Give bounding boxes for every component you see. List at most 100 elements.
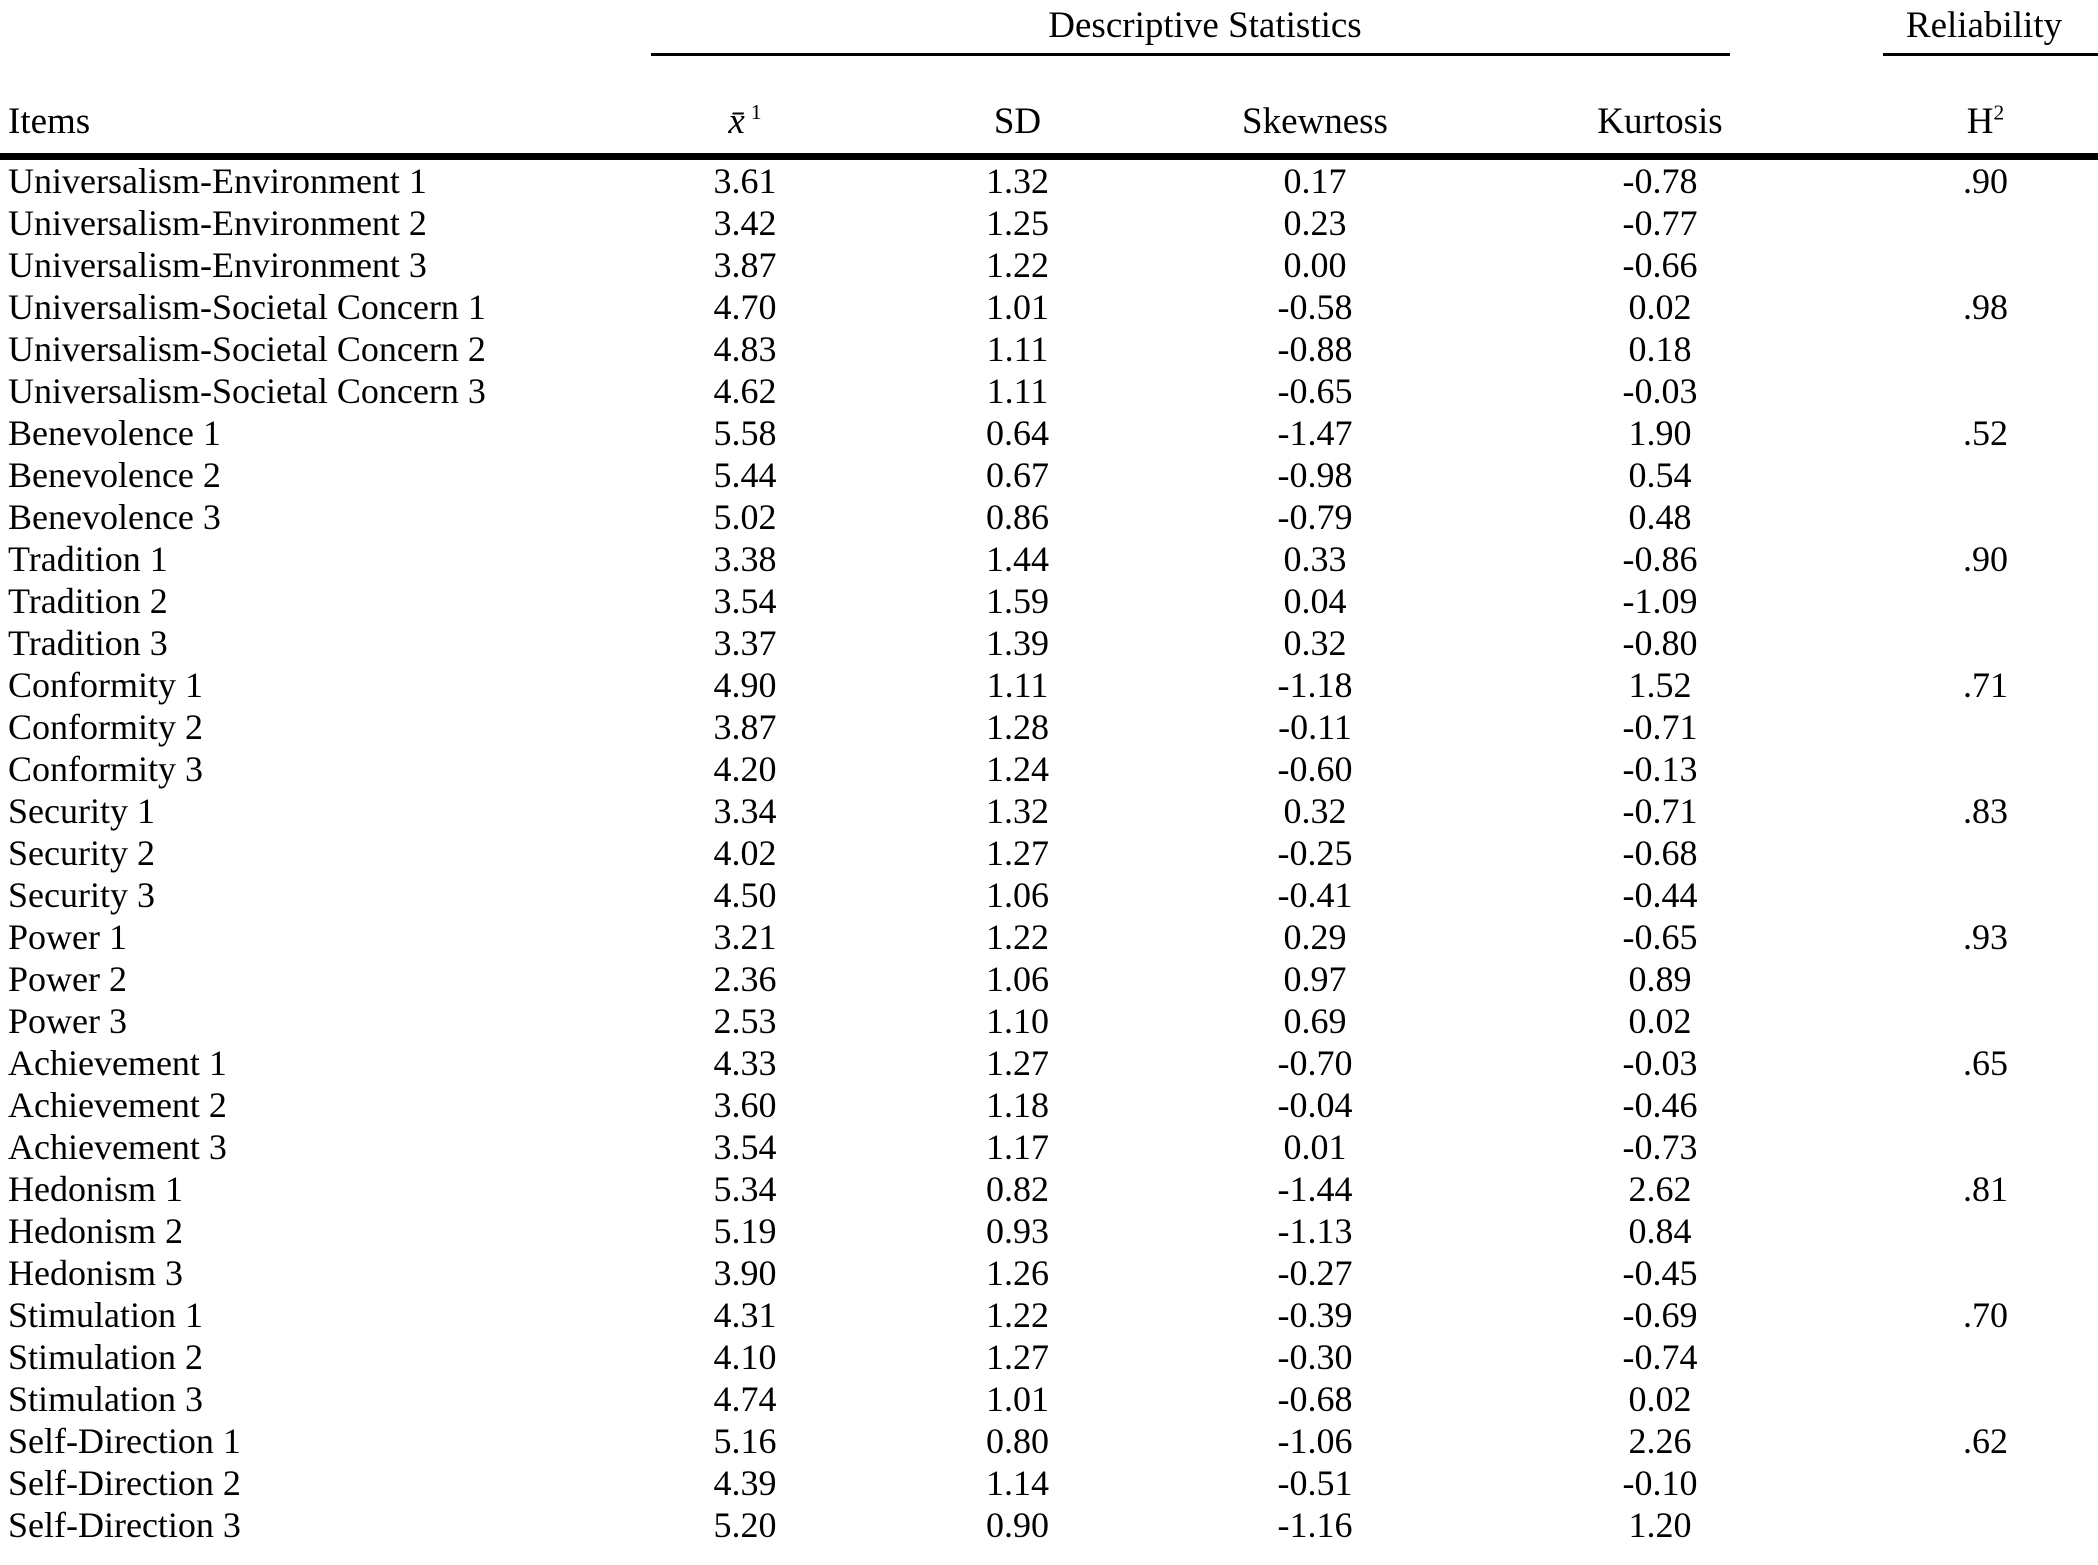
- cell-kurtosis: -0.13: [1622, 748, 1698, 789]
- cell-skewness: 0.17: [1283, 160, 1347, 201]
- cell-skewness: -0.11: [1278, 706, 1352, 747]
- cell-kurtosis: -0.71: [1622, 790, 1698, 831]
- cell-h2: [1795, 958, 2098, 1000]
- cell-h2: [1795, 1210, 2098, 1252]
- cell-h2: .81: [1963, 1168, 2008, 1209]
- cell-kurtosis: 2.62: [1628, 1168, 1692, 1209]
- cell-mean: 3.90: [713, 1252, 777, 1293]
- cell-kurtosis: -1.09: [1622, 580, 1698, 621]
- cell-mean: 5.19: [713, 1210, 777, 1251]
- cell-skewness: 0.32: [1283, 790, 1347, 831]
- cell-item: Conformity 2: [8, 706, 203, 747]
- cell-item: Stimulation 2: [8, 1336, 204, 1377]
- table-row: Security 2 4.02 1.27 -0.25 -0.68: [0, 832, 2098, 874]
- table-row: Tradition 1 3.38 1.44 0.33 -0.86 .90: [0, 538, 2098, 580]
- reliability-rule: [1883, 53, 2098, 56]
- cell-mean: 3.34: [713, 790, 777, 831]
- cell-item: Power 1: [8, 916, 127, 957]
- cell-h2: .98: [1963, 286, 2008, 327]
- cell-item: Security 2: [8, 832, 155, 873]
- cell-skewness: 0.04: [1283, 580, 1347, 621]
- cell-mean: 4.31: [713, 1294, 777, 1335]
- cell-mean: 4.50: [713, 874, 777, 915]
- cell-kurtosis: -0.44: [1622, 874, 1698, 915]
- cell-sd: 0.64: [986, 412, 1049, 453]
- cell-kurtosis: 0.89: [1628, 958, 1692, 999]
- cell-skewness: -0.04: [1277, 1084, 1353, 1125]
- cell-mean: 4.70: [713, 286, 777, 327]
- cell-mean: 4.83: [713, 328, 777, 369]
- cell-item: Universalism-Environment 3: [8, 244, 427, 285]
- cell-item: Self-Direction 3: [8, 1504, 241, 1545]
- cell-h2: [1795, 1336, 2098, 1378]
- cell-kurtosis: 0.02: [1628, 1378, 1692, 1419]
- cell-sd: 1.06: [986, 874, 1049, 915]
- table-row: Universalism-Environment 1 3.61 1.32 0.17 -0…: [0, 156, 2098, 202]
- cell-skewness: 0.69: [1283, 1000, 1347, 1041]
- cell-h2: [1795, 370, 2098, 412]
- cell-item: Benevolence 2: [8, 454, 221, 495]
- cell-item: Tradition 1: [8, 538, 168, 579]
- cell-item: Self-Direction 2: [8, 1462, 241, 1503]
- table-row: Universalism-Environment 3 3.87 1.22 0.00 -0…: [0, 244, 2098, 286]
- cell-h2: [1795, 1462, 2098, 1504]
- cell-skewness: -1.44: [1277, 1168, 1353, 1209]
- cell-skewness: -1.18: [1277, 664, 1353, 705]
- cell-skewness: -0.60: [1277, 748, 1353, 789]
- cell-h2: .70: [1963, 1294, 2008, 1335]
- cell-sd: 1.25: [986, 202, 1049, 243]
- cell-kurtosis: -0.03: [1622, 370, 1698, 411]
- cell-item: Power 3: [8, 1000, 127, 1041]
- cell-h2: [1795, 1126, 2098, 1168]
- cell-h2: .52: [1963, 412, 2008, 453]
- cell-mean: 5.16: [713, 1420, 777, 1461]
- cell-h2: [1795, 202, 2098, 244]
- cell-mean: 3.87: [713, 244, 777, 285]
- cell-kurtosis: -0.77: [1622, 202, 1698, 243]
- cell-sd: 1.14: [986, 1462, 1049, 1503]
- cell-skewness: -0.70: [1277, 1042, 1353, 1083]
- cell-h2: .90: [1963, 160, 2008, 201]
- cell-h2: [1795, 1084, 2098, 1126]
- cell-h2: [1795, 748, 2098, 790]
- cell-skewness: 0.97: [1283, 958, 1347, 999]
- cell-sd: 0.93: [986, 1210, 1049, 1251]
- cell-mean: 4.90: [713, 664, 777, 705]
- cell-sd: 1.44: [986, 538, 1049, 579]
- cell-kurtosis: -0.03: [1622, 1042, 1698, 1083]
- cell-kurtosis: 0.54: [1628, 454, 1692, 495]
- cell-sd: 0.67: [986, 454, 1049, 495]
- cell-sd: 1.06: [986, 958, 1049, 999]
- cell-skewness: -0.88: [1277, 328, 1353, 369]
- cell-h2: [1795, 244, 2098, 286]
- cell-skewness: -0.41: [1277, 874, 1353, 915]
- cell-item: Stimulation 1: [8, 1294, 204, 1335]
- cell-item: Universalism-Societal Concern 2: [8, 328, 486, 369]
- table-row: Universalism-Environment 2 3.42 1.25 0.23 -0…: [0, 202, 2098, 244]
- cell-mean: 4.39: [713, 1462, 777, 1503]
- cell-h2: [1795, 1252, 2098, 1294]
- cell-sd: 0.80: [986, 1420, 1049, 1461]
- cell-h2: .90: [1963, 538, 2008, 579]
- column-header-kurtosis: Kurtosis: [1525, 60, 1795, 160]
- cell-h2: [1795, 454, 2098, 496]
- cell-mean: 4.74: [713, 1378, 777, 1419]
- cell-kurtosis: 0.02: [1628, 1000, 1692, 1041]
- cell-mean: 3.54: [713, 580, 777, 621]
- table-row: Power 2 2.36 1.06 0.97 0.89: [0, 958, 2098, 1000]
- descriptive-statistics-rule: [651, 53, 1730, 56]
- cell-sd: 0.86: [986, 496, 1049, 537]
- cell-skewness: -0.98: [1277, 454, 1353, 495]
- table-row: Conformity 1 4.90 1.11 -1.18 1.52 .71: [0, 664, 2098, 706]
- cell-kurtosis: -0.80: [1622, 622, 1698, 663]
- cell-h2: .62: [1963, 1420, 2008, 1461]
- cell-kurtosis: 2.26: [1628, 1420, 1692, 1461]
- cell-kurtosis: -0.86: [1622, 538, 1698, 579]
- cell-sd: 1.27: [986, 832, 1049, 873]
- cell-mean: 2.36: [713, 958, 777, 999]
- cell-sd: 0.90: [986, 1504, 1049, 1545]
- table-row: Self-Direction 2 4.39 1.14 -0.51 -0.10: [0, 1462, 2098, 1504]
- cell-kurtosis: -0.65: [1622, 916, 1698, 957]
- table-row: Benevolence 2 5.44 0.67 -0.98 0.54: [0, 454, 2098, 496]
